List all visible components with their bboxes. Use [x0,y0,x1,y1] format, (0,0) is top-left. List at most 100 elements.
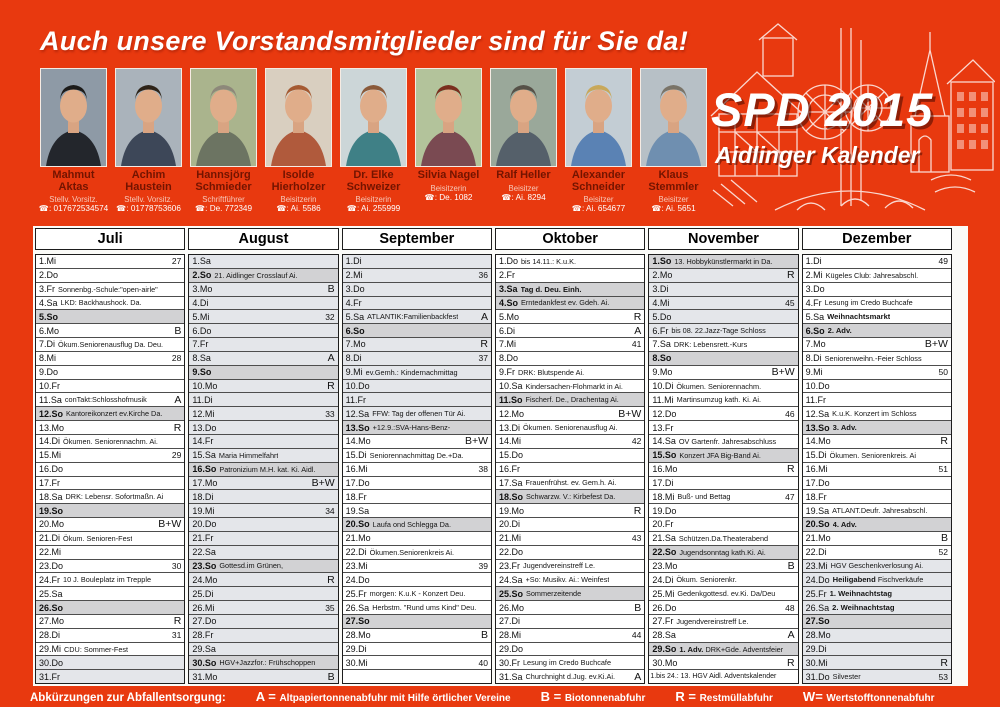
day-event: Kantoreikonzert ev.Kirche Da. [66,409,163,419]
day-label: 11.So [498,394,523,405]
day-event: Jugendvereinstreff Le. [523,561,596,571]
day-row: 9.Mi ev.Gemh.: Kindernachmittag [342,365,491,380]
day-row: 19.Mi 34 [189,504,338,519]
day-event: conTakt:Schlosshofmusik [64,395,147,405]
week-number: 41 [631,339,642,350]
week-number: 37 [478,353,488,364]
day-row: 24.Sa +So: Musikv. Ai.: Weinfest [495,573,645,588]
day-row: 16.Do [36,463,185,477]
day-event: Ökumen. Seniorennachm. Ai. [63,436,158,446]
day-row: 25.Mi Gedenkgottesd. ev.Ki. Da/Deu [649,587,798,602]
day-label: 21.Mo [345,533,371,544]
waste-code: R [787,269,795,282]
day-label: 13.Di [498,422,520,433]
day-label: 20.So [805,519,830,530]
day-label: 5.Sa [805,311,825,322]
day-row: 19.Sa [342,504,491,519]
member-role: Beisitzerin [355,195,392,204]
day-label: 13.So [805,422,830,433]
day-label: 28.Mo [345,630,371,641]
member-photo [565,68,632,167]
day-label: 4.So [498,297,518,308]
day-row: 20.So 4. Adv. [802,518,951,532]
day-label: 11.Di [192,394,213,405]
day-label: 3.Sa [498,284,518,295]
week-number: 46 [785,408,795,419]
day-label: 10.Do [805,381,830,392]
day-row: 20.Fr [649,518,798,532]
day-label: 12.Mo [498,408,524,419]
day-label: 29.So [652,644,677,655]
day-label: 17.Fr [39,477,61,488]
day-label: 16.Mi [805,464,828,475]
day-row: 27.Mo R [36,615,185,629]
week-number: 50 [938,367,948,378]
day-event: Patronizium M.H. kat. Ki. Aidl. [219,464,316,474]
day-event: Silvester [832,672,861,682]
day-label: 20.Fr [652,519,674,530]
day-event: DRK: Blutspende Ai. [518,367,585,377]
waste-code: R [940,656,948,669]
day-label: 25.Di [192,588,214,599]
day-label: 31.Sa [498,671,523,682]
day-row: 13.So 3. Adv. [802,421,951,435]
day-label: 17.Do [345,477,370,488]
day-label: 2.Mi [345,270,363,281]
week-number: 34 [325,505,335,516]
day-label: 17.Di [652,477,674,488]
legend-text: Wertstofftonnenabfuhr [826,693,935,704]
day-event: Seniorennachmittag De.+Da. [369,450,464,460]
day-event: DRK: Lebensrett.-Kurs [673,339,748,349]
day-label: 3.Mo [192,284,213,295]
week-number: 49 [938,256,948,267]
day-label: 29.Sa [192,644,216,655]
waste-code: R [327,573,335,586]
day-row: 31.Fr [36,670,185,684]
day-label: 8.So [652,353,672,364]
week-number: 33 [325,408,335,419]
day-row: 9.Mo B+W [649,366,798,380]
day-label: 30.Do [39,657,64,668]
day-label: 22.Mi [39,547,62,558]
month-dezember: Dezember 1.Di 49 2.Mi Kügeles Club: Jahresab… [801,228,952,684]
day-label: 14.Di [39,436,61,447]
day-row: 15.Mi 29 [36,449,185,463]
day-label: 21.Fr [192,533,214,544]
day-label: 1.Mi [39,256,57,267]
day-label: 15.Di [345,450,367,461]
day-label: 2.Mo [652,270,673,281]
day-label: 21.Sa [652,533,676,544]
waste-code: A [174,393,182,406]
day-row: 3.Sa Tag d. Deu. Einh. [495,282,645,297]
day-event: morgen: K.u.K - Konzert Deu. [369,589,466,599]
day-row: 16.Mi 38 [342,463,491,477]
day-event: 10 J. Bouleplatz im Trepple [63,575,152,585]
day-label: 15.Sa [192,450,216,461]
waste-code: R [173,615,182,628]
day-row: 19.Sa ATLANT.Deufr. Jahresabschl. [802,504,951,519]
day-label: 1.Di [805,256,822,267]
week-number: 28 [171,353,182,364]
day-row: 27.Fr Jugendvereinstreff Le. [649,615,798,629]
month-rows: 1.Sa 2.So 21. Aidlinger Crosslauf Ai. 3.Mo B… [188,254,339,684]
legend-text: Altpapiertonnenabfuhr mit Hilfe örtliche… [279,693,511,704]
day-label: 8.Di [345,353,362,364]
day-event: Gedenkgottesd. ev.Ki. Da/Deu [677,589,776,599]
day-row: 26.Sa Herbstm. "Rund ums Kind" Deu. [342,601,491,615]
member-name: Silvia Nagel [417,169,480,181]
day-row: 28.Fr [189,628,338,643]
day-row: 29.Di [802,642,951,657]
day-row: 2.Mi Kügeles Club: Jahresabschl. [802,269,951,283]
day-row: 7.Mi 41 [495,338,645,352]
month-september: September 1.Di 2.Mi 36 3.Do 4.Fr 5.Sa ATLANTIK:… [341,228,492,684]
day-label: 16.Mo [652,464,678,475]
week-number: 47 [785,491,795,502]
week-number: 32 [325,311,335,322]
day-row: 26.Sa 2. Weihnachtstag [802,601,951,615]
day-row: 24.Do [342,573,491,588]
month-title: Oktober [494,228,646,250]
day-row: 2.Fr [495,269,645,283]
day-label: 24.Do [805,574,830,585]
day-row: 8.Do [495,352,645,366]
day-event: Maria Himmelfahrt [218,450,279,460]
